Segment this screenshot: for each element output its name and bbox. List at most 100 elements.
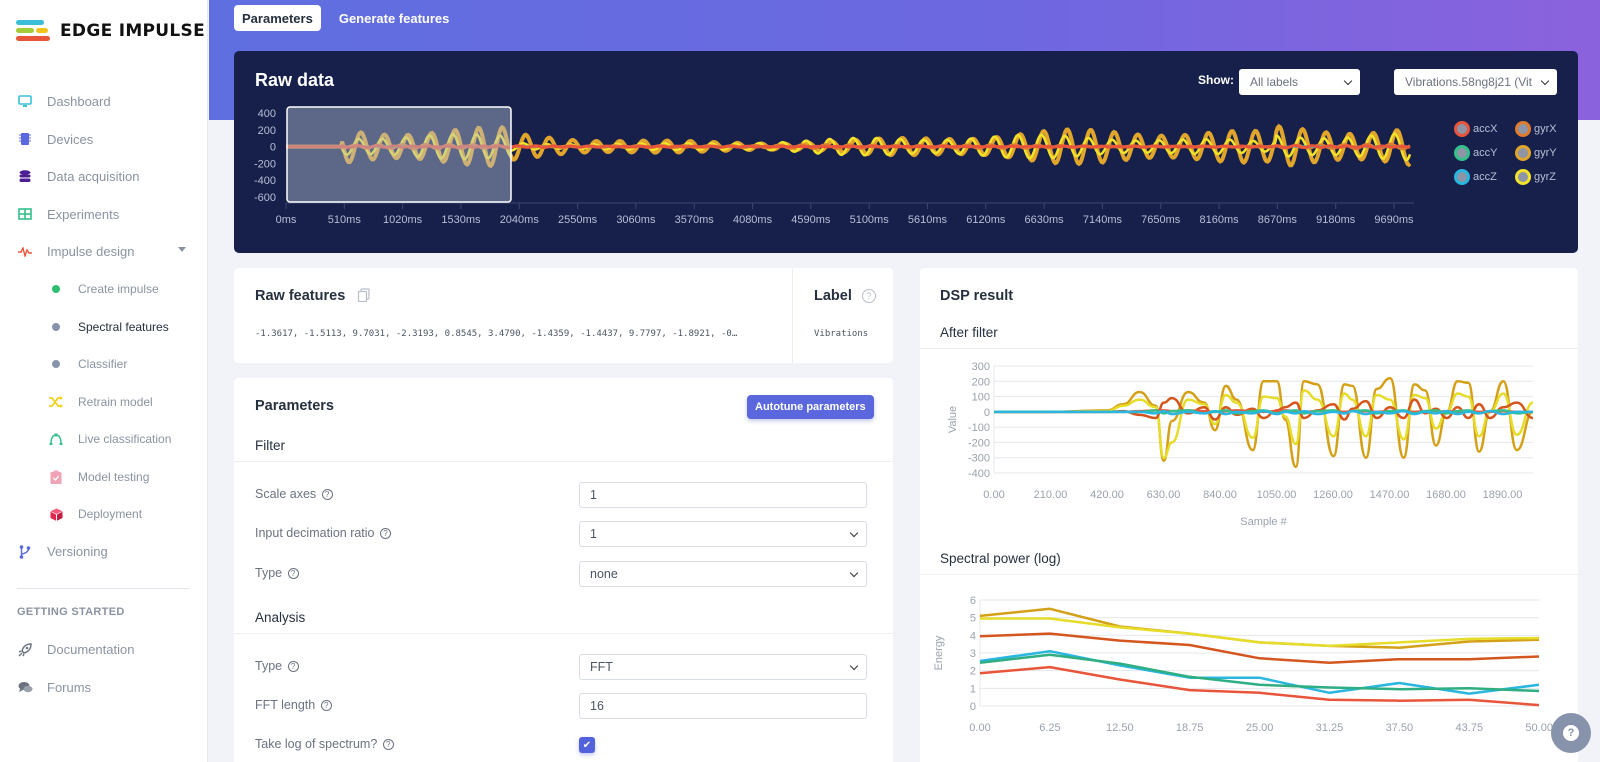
analysis-section-header: Analysis [234,604,893,634]
selection-window[interactable] [286,106,512,203]
sidebar-item-forums[interactable]: Forums [0,669,208,707]
chevron-down-icon[interactable] [178,247,186,252]
sample-select-value: Vibrations.58ng8j21 (Vit [1405,75,1532,89]
database-icon [17,169,33,185]
take-log-checkbox[interactable]: ✔ [579,737,595,753]
y-tick-label: -200 [968,437,990,449]
sidebar-item-label: Spectral features [78,319,169,334]
y-tick-label: 0 [970,701,976,713]
filter-type-label: Type ? [255,566,299,580]
legend-swatch [1515,169,1531,185]
filter-section-header: Filter [234,432,893,462]
filter-type-value: none [590,567,618,581]
sidebar-item-create-impulse[interactable]: Create impulse [0,271,208,309]
scale-axes-value: 1 [590,488,597,502]
legend-item-gyrY[interactable]: gyrY [1515,145,1557,161]
copy-icon[interactable] [357,288,371,303]
sidebar-item-live-classification[interactable]: Live classification [0,421,208,459]
sidebar-item-impulse-design[interactable]: Impulse design [0,233,208,271]
help-icon[interactable]: ? [320,700,332,712]
fft-length-value: 16 [590,699,604,713]
help-button[interactable]: ? [1551,713,1591,753]
after-filter-chart[interactable]: 300 200 100 0 -100 -200 -300 -400 0.00 210.00 420.… [920,350,1578,540]
clipboard-check-icon [48,469,64,485]
help-icon[interactable]: ? [287,661,299,673]
x-tick-label: 420.00 [1090,489,1124,501]
legend-item-accX[interactable]: accX [1454,121,1497,137]
help-icon[interactable]: ? [380,528,391,540]
x-tick-label: 4590ms [791,214,831,226]
analysis-type-label-text: Type [255,659,283,673]
legend-item-gyrZ[interactable]: gyrZ [1515,169,1556,185]
tab-parameters[interactable]: Parameters [234,5,321,31]
scale-axes-label: Scale axes ? [255,487,333,501]
sidebar-item-label: Create impulse [78,282,159,297]
y-axis-label: Value [947,406,959,433]
legend-item-gyrX[interactable]: gyrX [1515,121,1557,137]
sidebar-item-retrain-model[interactable]: Retrain model [0,383,208,421]
monitor-icon [17,94,33,110]
legend-label: accZ [1473,171,1497,183]
x-tick-label: 0.00 [969,722,990,734]
sidebar-item-label: Deployment [78,507,143,522]
sidebar-item-documentation[interactable]: Documentation [0,631,208,669]
x-tick-label: 31.25 [1316,722,1344,734]
help-icon[interactable]: ? [287,568,299,580]
y-tick-label: 100 [972,392,990,404]
x-tick-label: 1470.00 [1370,489,1410,501]
y-tick-label: 200 [972,376,990,388]
help-icon[interactable]: ? [382,739,394,751]
sample-select[interactable]: Vibrations.58ng8j21 (Vit [1394,69,1557,95]
sidebar-item-data-acquisition[interactable]: Data acquisition [0,158,208,196]
series-accX-line [286,144,1410,150]
legend-item-accY[interactable]: accY [1454,145,1497,161]
sidebar-item-spectral-features[interactable]: Spectral features [0,308,208,346]
x-tick-label: 1680.00 [1426,489,1466,501]
scale-axes-input[interactable]: 1 [579,482,867,508]
series-gyrZ-line [980,617,1540,648]
analysis-type-label: Type ? [255,659,299,673]
analysis-type-select[interactable]: FFT [579,654,867,680]
card-divider [792,268,793,363]
y-tick-label: 3 [970,648,976,660]
branch-icon [17,544,33,560]
x-tick-label: 4080ms [733,214,773,226]
logo[interactable]: EDGE IMPULSE [16,18,205,44]
decimation-select[interactable]: 1 [579,521,867,547]
help-icon[interactable]: ? [321,489,333,501]
sidebar-item-label: Dashboard [47,94,111,110]
autotune-parameters-button[interactable]: Autotune parameters [747,395,874,419]
label-filter-value: All labels [1250,75,1299,89]
x-tick-label: 2040ms [500,214,540,226]
decimation-label-text: Input decimation ratio [255,526,375,540]
sidebar-item-label: Versioning [47,544,108,560]
fft-length-label-text: FFT length [255,698,316,712]
x-tick-label: 8160ms [1199,214,1239,226]
sidebar-item-deployment[interactable]: Deployment [0,496,208,534]
y-tick-label: 300 [972,361,990,373]
sidebar-item-experiments[interactable]: Experiments [0,196,208,234]
x-tick-label: 1050.00 [1257,489,1297,501]
x-tick-label: 3570ms [675,214,715,226]
sidebar-item-devices[interactable]: Devices [0,121,208,159]
series-gyrX-line [994,396,1534,421]
x-tick-label: 18.75 [1176,722,1204,734]
legend-label: gyrX [1534,123,1557,135]
y-tick-label: 0 [270,142,276,154]
filter-type-select[interactable]: none [579,561,867,587]
sidebar-item-model-testing[interactable]: Model testing [0,458,208,496]
tab-generate-features[interactable]: Generate features [338,10,450,26]
decimation-value: 1 [590,527,597,541]
sidebar-item-versioning[interactable]: Versioning [0,533,208,571]
x-tick-label: 9690ms [1374,214,1414,226]
spectral-power-chart[interactable]: 6 5 4 3 2 1 0 0.00 6.25 12.50 18.75 25.00 31.25 37.50… [920,584,1578,762]
legend-item-accZ[interactable]: accZ [1454,169,1497,185]
sidebar-item-dashboard[interactable]: Dashboard [0,83,208,121]
help-icon[interactable]: ? [861,289,876,304]
sidebar-item-classifier[interactable]: Classifier [0,346,208,384]
chevron-down-icon [849,661,859,671]
legend-label: gyrY [1534,147,1557,159]
label-filter-select[interactable]: All labels [1239,69,1360,95]
fft-length-input[interactable]: 16 [579,693,867,719]
